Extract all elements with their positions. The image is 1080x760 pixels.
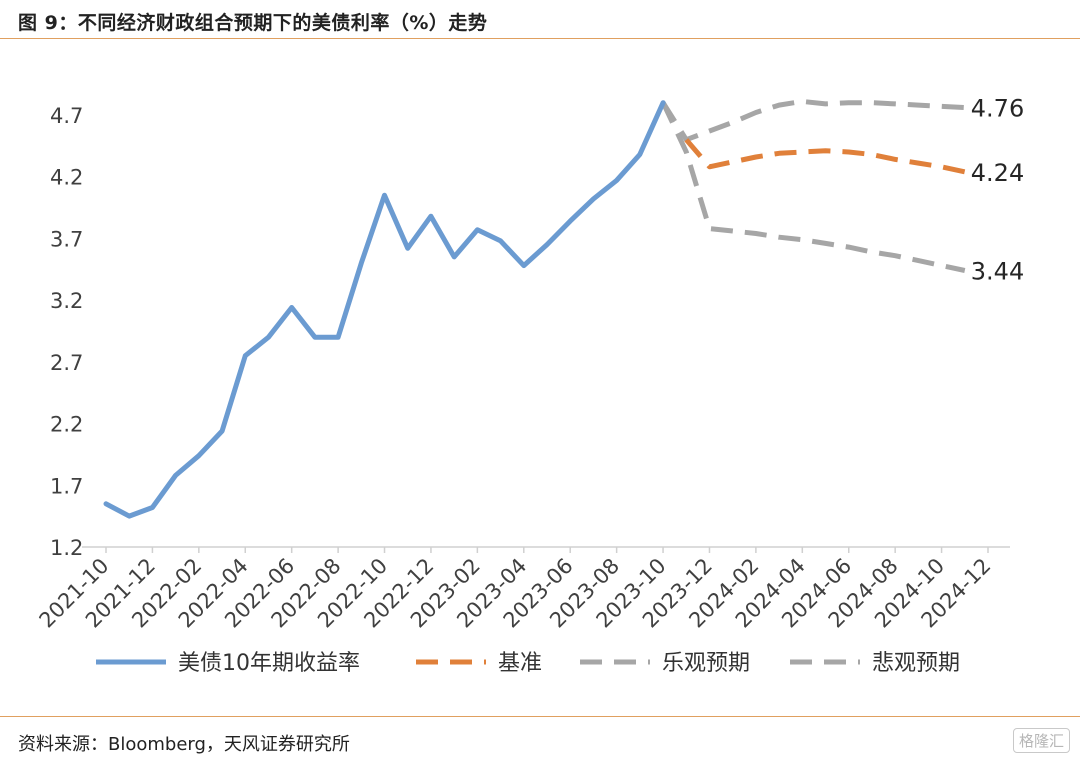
end-value-label: 4.76 [971, 95, 1024, 123]
series-line [660, 98, 965, 143]
line-chart: 1.21.72.22.73.23.74.24.72021-102021-1220… [35, 95, 1025, 676]
legend-label: 美债10年期收益率 [178, 651, 360, 676]
series-line [684, 138, 966, 175]
y-tick-label: 4.7 [50, 104, 83, 128]
y-tick-label: 2.2 [50, 413, 83, 437]
y-tick-label: 4.2 [50, 166, 83, 190]
legend-label: 基准 [498, 651, 542, 676]
legend: 美债10年期收益率 基准 乐观预期 悲观预期 [96, 651, 960, 676]
end-labels: 4.76 4.24 3.44 [971, 95, 1024, 286]
source-note: 资料来源：Bloomberg，天风证券研究所 [18, 734, 350, 755]
series-lines [103, 98, 966, 519]
series-line [103, 100, 666, 519]
y-tick-label: 3.7 [50, 227, 83, 251]
end-value-label: 3.44 [971, 258, 1024, 286]
y-tick-label: 1.2 [50, 536, 83, 560]
end-value-label: 4.24 [971, 159, 1024, 187]
bottom-divider [0, 716, 1080, 717]
y-tick-label: 2.7 [50, 351, 83, 375]
series-line [660, 101, 966, 273]
watermark-logo: 格隆汇 [1012, 728, 1070, 753]
axes: 1.21.72.22.73.23.74.24.72021-102021-1220… [35, 104, 1010, 633]
y-tick-label: 1.7 [50, 474, 83, 498]
legend-label: 悲观预期 [872, 651, 960, 676]
legend-label: 乐观预期 [662, 651, 750, 676]
top-divider [0, 38, 1080, 39]
y-tick-label: 3.2 [50, 289, 83, 313]
chart-title: 图 9：不同经济财政组合预期下的美债利率（%）走势 [18, 12, 488, 34]
